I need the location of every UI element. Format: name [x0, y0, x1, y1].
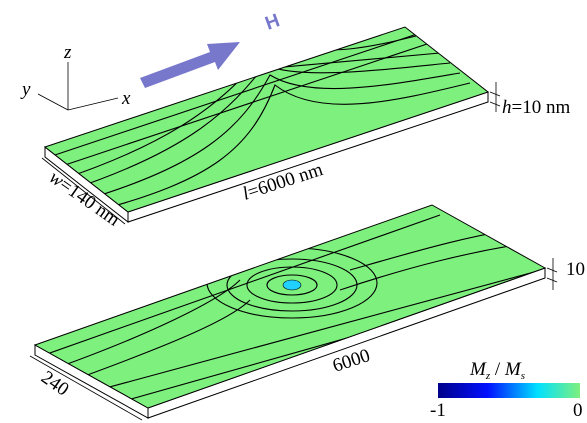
axis-y: y: [20, 79, 31, 100]
colorbar-gradient: [438, 383, 580, 398]
axes: z y x: [20, 42, 131, 110]
field-arrow: [140, 42, 240, 88]
figure: H z y x h=10 nm l=6000 nm w=140 nm 10 60…: [0, 0, 587, 423]
colorbar: Mz / Ms -1 0: [430, 359, 583, 421]
axis-x: x: [121, 88, 131, 109]
axis-z: z: [63, 42, 72, 63]
bottom-height: 10: [566, 259, 585, 280]
colorbar-title: Mz / Ms: [469, 359, 525, 382]
colorbar-min: -1: [430, 400, 446, 421]
top-height: h=10 nm: [502, 97, 570, 118]
vortex-core: [283, 280, 301, 290]
colorbar-max: 0: [573, 400, 583, 421]
field-label: H: [263, 10, 283, 34]
